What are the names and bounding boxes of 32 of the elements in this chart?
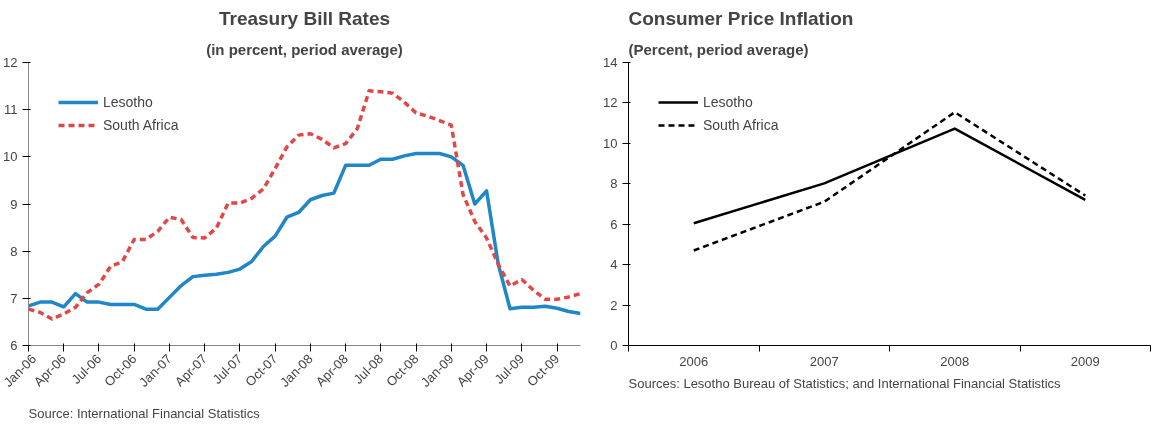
y-tick-label: 14 <box>603 55 618 70</box>
y-tick-label: 10 <box>603 135 618 151</box>
y-tick-label: 12 <box>603 95 618 111</box>
y-tick-label: 0 <box>610 338 618 353</box>
y-tick-label: 4 <box>610 257 618 273</box>
y-tick-label: 12 <box>3 55 18 70</box>
y-tick-label: 11 <box>4 102 18 118</box>
x-tick-label: 2006 <box>679 353 709 369</box>
source-note: Sources: Lesotho Bureau of Statistics; and International Financial Statistics <box>628 375 1062 391</box>
y-tick-label: 10 <box>3 149 18 165</box>
y-tick-label: 7 <box>10 290 18 306</box>
line-series <box>28 151 581 316</box>
line-series <box>28 89 581 321</box>
y-tick-label: 9 <box>10 196 18 212</box>
x-tick-label: 2009 <box>1070 353 1100 369</box>
chart-title: Treasury Bill Rates <box>218 7 391 29</box>
legend-label: South Africa <box>703 117 779 133</box>
y-tick-label: 2 <box>610 297 618 313</box>
line-series <box>692 110 1087 252</box>
y-tick-label: 8 <box>610 176 618 192</box>
y-tick-label: 8 <box>10 243 18 259</box>
legend-label: South Africa <box>103 117 179 133</box>
y-tick-label: 6 <box>610 216 618 232</box>
chart-subtitle: (Percent, period average) <box>628 40 809 58</box>
source-note: Source: International Financial Statistics <box>28 405 261 421</box>
y-tick-label: 6 <box>10 338 18 353</box>
x-tick-label: 2008 <box>940 353 970 369</box>
chart-title: Consumer Price Inflation <box>628 7 854 29</box>
legend-label: Lesotho <box>103 94 153 110</box>
x-tick-label: 2007 <box>809 353 839 369</box>
chart-subtitle: (in percent, period average) <box>206 40 403 58</box>
legend-label: Lesotho <box>703 94 753 110</box>
